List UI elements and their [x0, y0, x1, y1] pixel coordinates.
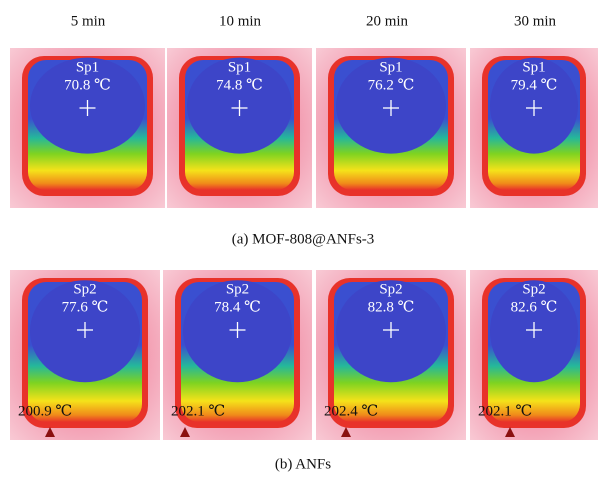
thermal-image: Sp1 79.4 ℃: [470, 48, 598, 208]
column-header: 30 min: [514, 13, 557, 29]
spot-label: Sp1: [522, 59, 545, 75]
column-header: 5 min: [71, 13, 106, 29]
max-temperature: 202.4 ℃: [324, 403, 378, 419]
spot-label: Sp1: [76, 59, 99, 75]
spot-label: Sp2: [522, 281, 545, 297]
thermal-image: Sp2 78.4 ℃ 202.1 ℃: [163, 270, 312, 440]
figure: (a) MOF-808@ANFs-3 (b) ANFs 5 min 10 min 2…: [0, 0, 607, 482]
spot-temperature: 82.6 ℃: [511, 299, 558, 315]
thermal-image: Sp1 76.2 ℃: [316, 48, 466, 208]
thermal-image: Sp2 77.6 ℃ 200.9 ℃: [10, 270, 160, 440]
spot-temperature: 82.8 ℃: [368, 299, 415, 315]
spot-label: Sp2: [379, 281, 402, 297]
spot-temperature: 78.4 ℃: [214, 299, 261, 315]
max-temperature: 202.1 ℃: [478, 403, 532, 419]
column-header: 20 min: [366, 13, 409, 29]
panel-caption: (b) ANFs: [275, 456, 331, 472]
spot-temperature: 77.6 ℃: [62, 299, 109, 315]
thermal-image: Sp1 74.8 ℃: [167, 48, 312, 208]
column-header: 10 min: [219, 13, 262, 29]
thermal-image: Sp2 82.8 ℃ 202.4 ℃: [316, 270, 466, 440]
spot-label: Sp2: [226, 281, 249, 297]
spot-temperature: 76.2 ℃: [368, 77, 415, 93]
spot-label: Sp2: [73, 281, 96, 297]
thermal-image: Sp1 70.8 ℃: [10, 48, 165, 208]
panel-caption: (a) MOF-808@ANFs-3: [232, 231, 375, 247]
thermal-image: Sp2 82.6 ℃ 202.1 ℃: [470, 270, 598, 440]
max-temperature: 202.1 ℃: [171, 403, 225, 419]
spot-temperature: 74.8 ℃: [216, 77, 263, 93]
spot-label: Sp1: [228, 59, 251, 75]
max-temperature: 200.9 ℃: [18, 403, 72, 419]
spot-label: Sp1: [379, 59, 402, 75]
spot-temperature: 70.8 ℃: [64, 77, 111, 93]
spot-temperature: 79.4 ℃: [511, 77, 558, 93]
